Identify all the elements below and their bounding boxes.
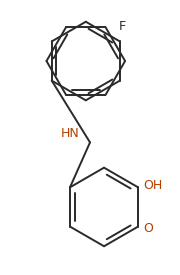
Text: O: O (144, 221, 154, 235)
Text: HN: HN (60, 128, 79, 141)
Text: OH: OH (144, 179, 163, 192)
Text: F: F (119, 20, 126, 33)
